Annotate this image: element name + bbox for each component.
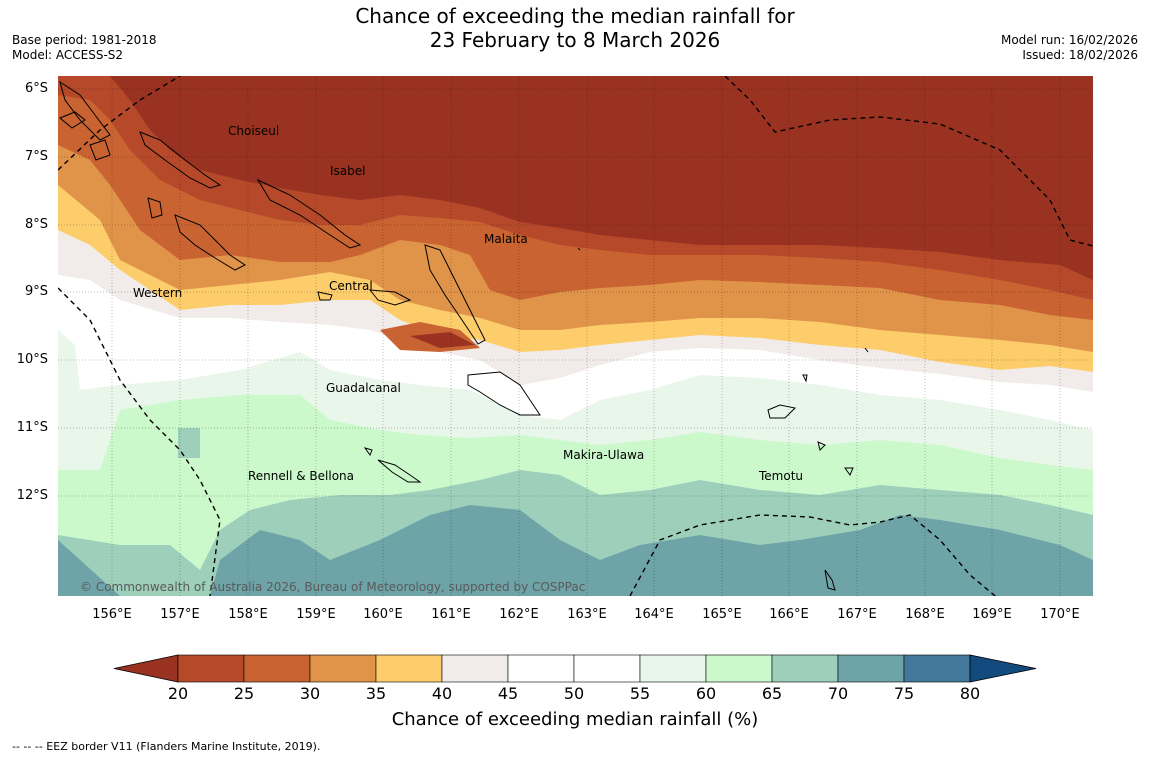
bougainville-tip	[59, 80, 111, 141]
region-label-temotu: Temotu	[759, 469, 804, 483]
lon-label-162E: 162°E	[499, 607, 539, 622]
colorbar-tick-30: 30	[299, 684, 321, 703]
lon-label-169E: 169°E	[972, 607, 1012, 622]
colorbar-extend-low	[113, 654, 179, 683]
lon-label-160E: 160°E	[363, 607, 403, 622]
lon-label-157E: 157°E	[160, 607, 200, 622]
lat-label-12S: 12°S	[16, 488, 48, 503]
region-label-western: Western	[133, 286, 183, 300]
colorbar-segment	[837, 654, 905, 683]
lat-label-7S: 7°S	[24, 149, 48, 164]
colorbar-segment	[639, 654, 707, 683]
lat-label-6S: 6°S	[24, 81, 48, 96]
colorbar-title: Chance of exceeding median rainfall (%)	[391, 709, 759, 730]
model-run: Model run: 16/02/2026	[1000, 33, 1138, 47]
band-below-20	[110, 76, 1093, 280]
colorbar-segment	[507, 654, 575, 683]
colorbar-segment	[573, 654, 641, 683]
colorbar-tick-80: 80	[959, 684, 981, 703]
colorbar-tick-40: 40	[431, 684, 453, 703]
colorbar-segment	[903, 654, 971, 683]
colorbar-tick-50: 50	[563, 684, 585, 703]
vella-lavella-island	[147, 197, 163, 219]
model-name: Model: ACCESS-S2	[12, 48, 124, 62]
colorbar-segment	[441, 654, 509, 683]
isabel-island	[256, 178, 362, 249]
colorbar-tick-60: 60	[695, 684, 717, 703]
eez-border	[58, 76, 1093, 596]
colorbar-tick-45: 45	[497, 684, 519, 703]
colorbar-tick-75: 75	[893, 684, 915, 703]
lon-label-170E: 170°E	[1040, 607, 1080, 622]
chart-title-line2: 23 February to 8 March 2026	[429, 28, 721, 52]
region-label-isabel: Isabel	[330, 164, 366, 178]
lon-label-165E: 165°E	[702, 607, 742, 622]
copyright-notice: © Commonwealth of Australia 2026, Bureau…	[80, 580, 586, 594]
colorbar-segment	[375, 654, 443, 683]
lon-label-163E: 163°E	[567, 607, 607, 622]
colorbar-tick-70: 70	[827, 684, 849, 703]
lon-label-159E: 159°E	[296, 607, 336, 622]
eastern-islet	[802, 374, 808, 383]
lon-label-158E: 158°E	[228, 607, 268, 622]
lon-label-167E: 167°E	[837, 607, 877, 622]
lat-label-8S: 8°S	[24, 217, 48, 232]
colorbar-segment	[177, 654, 245, 683]
north-islet	[577, 247, 581, 251]
colorbar-tick-25: 25	[233, 684, 255, 703]
choiseul-island	[139, 131, 222, 189]
colorbar-tick-55: 55	[629, 684, 651, 703]
colorbar-segment	[705, 654, 773, 683]
region-label-central: Central	[329, 279, 373, 293]
colorbar-segment	[309, 654, 377, 683]
colorbar-extend-high	[969, 654, 1037, 683]
colorbar-segment	[771, 654, 839, 683]
eez-footnote: -- -- -- EEZ border V11 (Flanders Marine…	[12, 740, 321, 753]
base-period: Base period: 1981-2018	[12, 33, 157, 47]
band-65-70-patch	[178, 428, 200, 458]
lat-label-9S: 9°S	[24, 284, 48, 299]
chart-title-line1: Chance of exceeding the median rainfall …	[355, 4, 795, 28]
region-label-makira-ulawa: Makira-Ulawa	[563, 448, 645, 462]
region-label-rennell-bellona: Rennell & Bellona	[248, 469, 355, 483]
colorbar-tick-20: 20	[167, 684, 189, 703]
region-label-choiseul: Choiseul	[228, 124, 280, 138]
lon-label-161E: 161°E	[431, 607, 471, 622]
region-label-guadalcanal: Guadalcanal	[326, 381, 401, 395]
lon-label-168E: 168°E	[905, 607, 945, 622]
issued-date: Issued: 18/02/2026	[1022, 48, 1138, 62]
santa-cruz-island	[767, 404, 797, 419]
colorbar-tick-65: 65	[761, 684, 783, 703]
lat-label-11S: 11°S	[16, 420, 48, 435]
malaita-island	[424, 244, 486, 345]
lat-label-10S: 10°S	[16, 352, 48, 367]
makira-island	[377, 459, 422, 483]
central-islands	[317, 289, 412, 306]
colorbar-segment	[243, 654, 311, 683]
shortland-islands	[59, 111, 111, 161]
probability-bands	[58, 76, 1093, 596]
sikaiana-islet	[864, 347, 869, 353]
lon-label-156E: 156°E	[92, 607, 132, 622]
lon-label-166E: 166°E	[769, 607, 809, 622]
rennell-island	[363, 447, 373, 457]
temotu-islet	[817, 441, 854, 477]
rennell-bellona-east	[824, 569, 836, 591]
band-below-20-patch	[410, 332, 475, 348]
lon-label-164E: 164°E	[634, 607, 674, 622]
region-label-malaita: Malaita	[484, 232, 528, 246]
new-georgia-island	[174, 214, 246, 271]
colorbar-tick-35: 35	[365, 684, 387, 703]
guadalcanal-island	[467, 371, 541, 416]
colorbar	[113, 654, 1037, 683]
coastlines	[59, 80, 869, 591]
